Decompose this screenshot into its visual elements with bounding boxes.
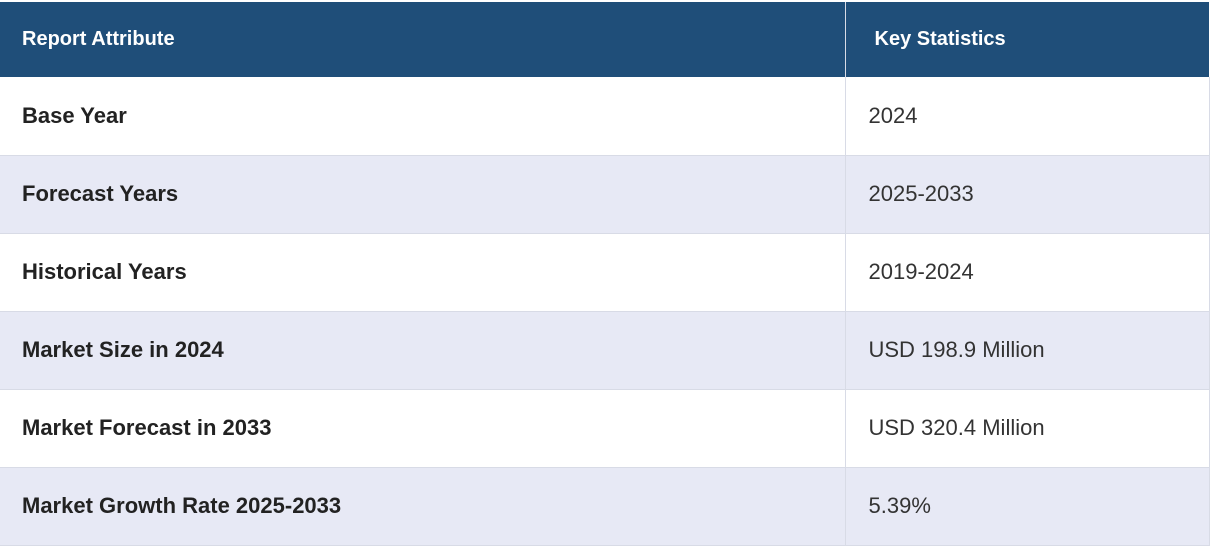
- row-value: USD 320.4 Million: [845, 389, 1210, 468]
- table-row: Forecast Years 2025-2033: [0, 155, 1210, 234]
- row-attribute: Market Growth Rate 2025-2033: [0, 467, 846, 546]
- table-row: Market Growth Rate 2025-2033 5.39%: [0, 467, 1210, 546]
- header-row: Report Attribute Key Statistics: [0, 2, 1209, 77]
- table-header: Report Attribute Key Statistics: [0, 2, 1209, 77]
- table-row: Base Year 2024: [0, 77, 1210, 156]
- row-value: 5.39%: [845, 467, 1210, 546]
- header-key-statistics: Key Statistics: [845, 2, 1209, 77]
- table-body: Base Year 2024 Forecast Years 2025-2033 …: [0, 77, 1210, 546]
- table-row: Market Forecast in 2033 USD 320.4 Millio…: [0, 389, 1210, 468]
- row-value: USD 198.9 Million: [845, 311, 1210, 390]
- row-value: 2024: [845, 77, 1210, 156]
- header-report-attribute: Report Attribute: [0, 2, 846, 77]
- row-value: 2019-2024: [845, 233, 1210, 312]
- row-attribute: Market Forecast in 2033: [0, 389, 846, 468]
- row-value: 2025-2033: [845, 155, 1210, 234]
- table-row: Historical Years 2019-2024: [0, 233, 1210, 312]
- row-attribute: Market Size in 2024: [0, 311, 846, 390]
- row-attribute: Historical Years: [0, 233, 846, 312]
- row-attribute: Forecast Years: [0, 155, 846, 234]
- row-attribute: Base Year: [0, 77, 846, 156]
- table-row: Market Size in 2024 USD 198.9 Million: [0, 311, 1210, 390]
